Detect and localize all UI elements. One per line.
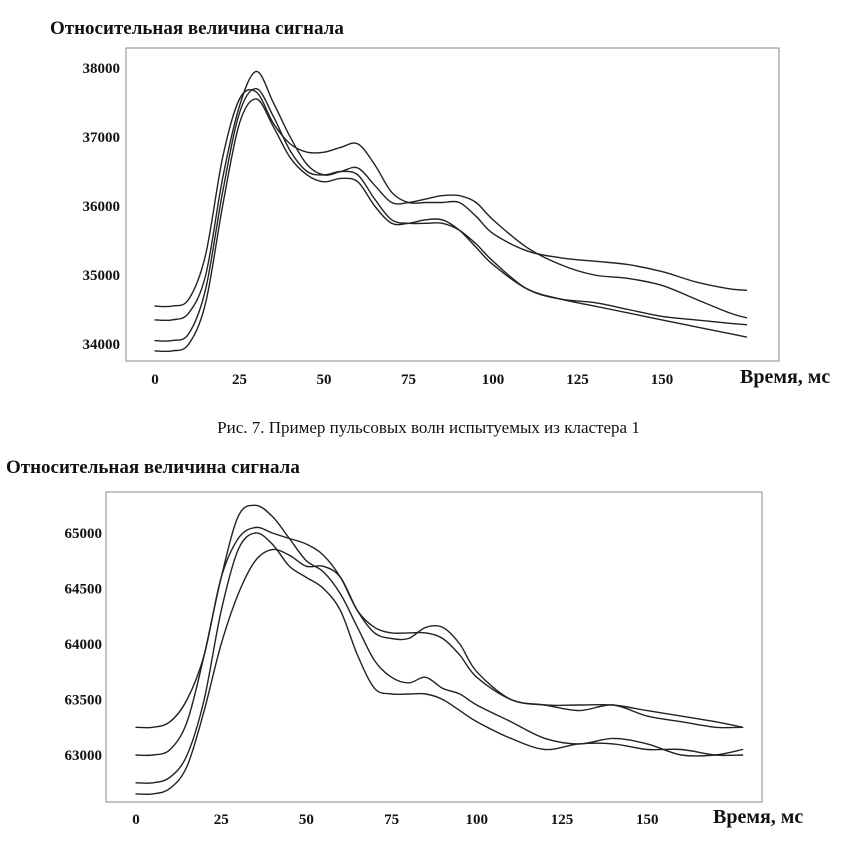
chart2-x-tick-label: 50: [299, 812, 314, 828]
chart2-x-tick-label: 125: [551, 812, 574, 828]
chart1-y-tick-label: 34000: [83, 337, 121, 353]
chart1-y-axis-title: Относительная величина сигнала: [50, 18, 344, 39]
chart1-x-tick-label: 125: [566, 372, 589, 388]
figure1-caption: Рис. 7. Пример пульсовых волн испытуемых…: [217, 418, 640, 437]
chart2-frame: [105, 491, 763, 803]
chart2-y-tick-label: 64500: [65, 582, 103, 598]
chart2-series-line-3: [135, 532, 744, 784]
chart1-series-line-1: [154, 88, 748, 308]
chart1-series-line-2: [154, 70, 748, 322]
chart1-x-tick-label: 150: [651, 372, 674, 388]
chart2-y-axis-title: Относительная величина сигнала: [6, 457, 300, 478]
chart1-x-tick-label: 50: [317, 372, 332, 388]
chart1-x-tick-label: 25: [232, 372, 247, 388]
chart1-x-tick-label: 0: [151, 372, 159, 388]
chart1-y-tick-label: 38000: [83, 61, 121, 77]
chart2-x-tick-label: 25: [214, 812, 229, 828]
chart2-x-tick-label: 150: [636, 812, 659, 828]
chart2-y-tick-label: 64000: [65, 637, 103, 653]
chart2-x-tick-label: 100: [466, 812, 489, 828]
chart1-series-line-4: [154, 98, 748, 353]
chart1-frame: [125, 47, 780, 362]
chart2-series-line-4: [135, 548, 744, 795]
chart1-y-tick-label: 37000: [83, 130, 121, 146]
chart1-y-tick-label: 35000: [83, 268, 121, 284]
chart1-x-axis-title: Время, мс: [740, 366, 831, 388]
chart2-y-tick-label: 63500: [65, 693, 103, 709]
chart2-y-tick-label: 63000: [65, 748, 103, 764]
chart2-series-line-2: [135, 504, 744, 757]
chart1-x-tick-label: 75: [401, 372, 416, 388]
chart2-x-tick-label: 0: [132, 812, 140, 828]
chart2-x-axis-title: Время, мс: [713, 806, 804, 828]
chart2-y-tick-label: 65000: [65, 526, 103, 542]
chart1-x-tick-label: 100: [482, 372, 505, 388]
chart1-series-line-3: [154, 88, 748, 342]
chart2-x-tick-label: 75: [384, 812, 399, 828]
chart1-y-tick-label: 36000: [83, 199, 121, 215]
